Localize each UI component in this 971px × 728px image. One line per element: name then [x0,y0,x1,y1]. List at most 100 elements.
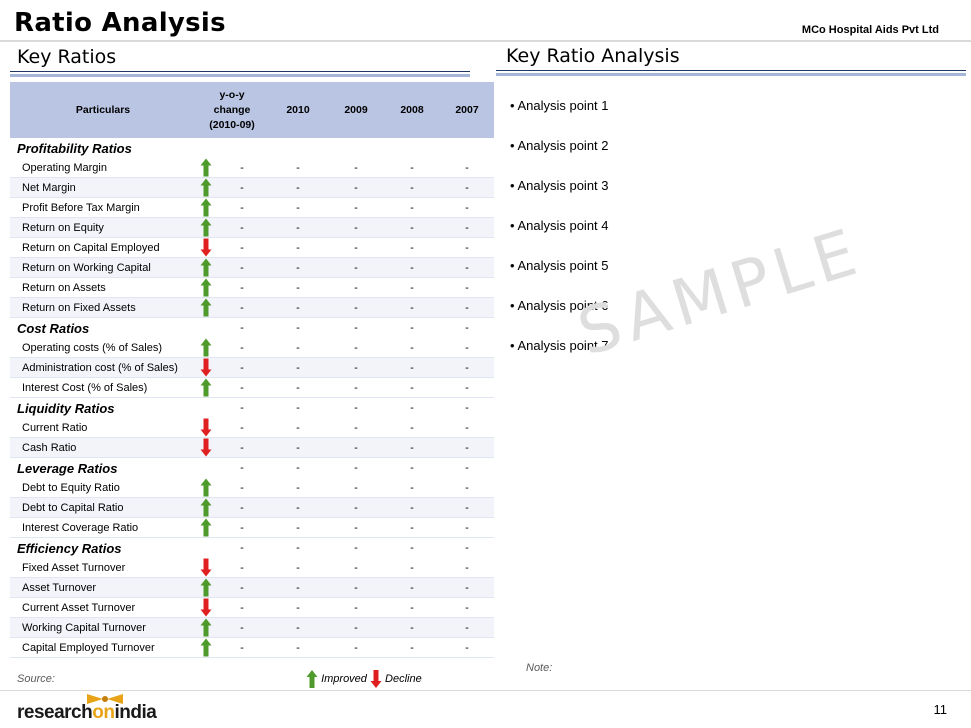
bow-tie-icon [87,694,123,704]
value-cell: - [328,577,384,598]
value-cell: - [384,257,440,278]
down-arrow-icon [200,558,212,577]
value-cell: - [384,217,440,238]
category-row: Efficiency Ratios - - - - - [10,538,494,559]
title-divider [0,40,971,42]
value-cell: - [384,357,440,378]
table-row: Capital Employed Turnover - - - - - [10,637,494,658]
ratio-name: Return on Fixed Assets [10,297,196,318]
value-cell: - [216,257,268,278]
value-cell: - [328,637,384,658]
value-cell: - [328,418,384,438]
value-cell: - [216,577,268,598]
value-cell: - [328,437,384,458]
value-cell: - [268,197,328,218]
ratio-name: Current Asset Turnover [10,597,196,618]
value-cell: - [384,597,440,618]
value-cell: - [440,297,494,318]
analysis-point: • Analysis point 3 [510,178,609,193]
down-arrow-icon [200,598,212,617]
value-cell: - [268,158,328,178]
table-row: Administration cost (% of Sales) - - - - - [10,357,494,378]
value-cell [384,138,440,158]
trend-cell [196,597,216,618]
value-cell: - [268,418,328,438]
trend-cell [196,577,216,598]
table-row: Working Capital Turnover - - - - - [10,617,494,638]
up-arrow-icon [200,638,212,657]
down-arrow-icon [200,358,212,377]
trend-cell [196,437,216,458]
value-cell: - [440,517,494,538]
value-cell: - [296,402,300,414]
value-cell: - [440,277,494,298]
value-cell: - [328,177,384,198]
value-cell: - [384,577,440,598]
ratio-name: Net Margin [10,177,196,198]
up-arrow-icon [200,518,212,537]
value-cell [328,138,384,158]
value-cell: - [328,357,384,378]
value-cell: - [216,418,268,438]
value-cell: - [296,322,300,334]
value-cell: - [384,637,440,658]
key-ratios-table: Particulars y-o-y change (2010-09) 2010 … [10,82,494,658]
value-cell: - [328,237,384,258]
value-cell: - [328,297,384,318]
category-row: Leverage Ratios - - - - - [10,458,494,479]
value-cell: - [440,158,494,178]
value-cell: - [268,558,328,578]
value-cell: - [268,237,328,258]
value-cell: - [216,277,268,298]
table-row: Current Ratio - - - - - [10,418,494,438]
value-cell: - [328,478,384,498]
value-cell: - [268,497,328,518]
ratio-name: Fixed Asset Turnover [10,558,196,578]
down-arrow-icon [200,238,212,257]
trend-cell [196,357,216,378]
table-row: Current Asset Turnover - - - - - [10,597,494,618]
value-cell [440,138,494,158]
up-arrow-icon [200,178,212,197]
ratio-name: Capital Employed Turnover [10,637,196,658]
ratio-name: Administration cost (% of Sales) [10,357,196,378]
value-cell: - [440,197,494,218]
value-cell: - [384,237,440,258]
logo-india: india [114,702,157,723]
up-arrow-icon [200,278,212,297]
ratio-name: Operating costs (% of Sales) [10,338,196,358]
value-cell: - [384,418,440,438]
trend-cell [196,257,216,278]
table-row: Debt to Equity Ratio - - - - - [10,478,494,498]
key-ratio-analysis-heading: Key Ratio Analysis [506,45,680,67]
value-cell: - [328,197,384,218]
trend-cell [196,637,216,658]
ratio-name: Cash Ratio [10,437,196,458]
column-header: y-o-y change (2010-09) [196,82,268,138]
up-arrow-icon [200,218,212,237]
down-arrow-icon [200,418,212,437]
value-cell: - [216,497,268,518]
table-row: Net Margin - - - - - [10,177,494,198]
research-on-india-logo: researchonindia [17,694,157,724]
trend-cell [196,418,216,438]
trend-cell [196,517,216,538]
value-cell: - [354,322,358,334]
column-header: 2009 [328,82,384,138]
value-cell: - [384,377,440,398]
table-row: Fixed Asset Turnover - - - - - [10,558,494,578]
analysis-point: • Analysis point 4 [510,218,609,233]
table-header-row: Particulars y-o-y change (2010-09) 2010 … [10,82,494,138]
table-row: Operating Margin - - - - - [10,158,494,178]
value-cell: - [465,322,469,334]
down-arrow-icon [370,670,382,688]
category-label: Efficiency Ratios [17,540,122,556]
value-cell: - [440,177,494,198]
value-cell: - [216,197,268,218]
value-cell: - [268,617,328,638]
up-arrow-icon [200,478,212,497]
value-cell: - [440,338,494,358]
value-cell: - [268,637,328,658]
down-arrow-icon [200,438,212,457]
legend-improved: Improved [321,673,367,685]
